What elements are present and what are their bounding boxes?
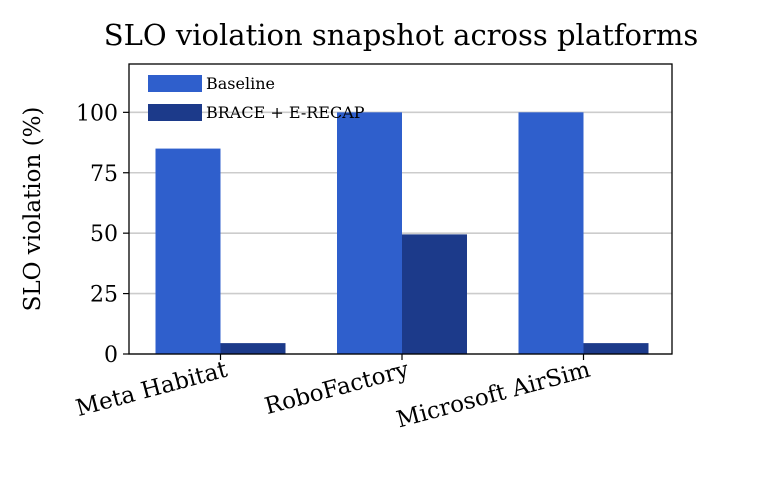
bar (518, 112, 584, 354)
legend-label: Baseline (206, 74, 275, 93)
bar (583, 343, 649, 354)
x-tick-label: RoboFactory (262, 357, 412, 420)
bar (220, 343, 286, 354)
y-tick-label: 0 (104, 343, 118, 368)
y-tick-label: 25 (90, 283, 118, 308)
chart-title: SLO violation snapshot across platforms (104, 18, 698, 52)
y-tick-label: 50 (90, 222, 118, 247)
legend-label: BRACE + E-RECAP (206, 103, 365, 122)
bars (155, 112, 649, 354)
x-tick-label: Microsoft AirSim (394, 357, 593, 434)
legend-swatch (148, 75, 202, 92)
y-tick-label: 75 (90, 162, 118, 187)
legend-swatch (148, 104, 202, 121)
y-ticks: 0 25 50 75 100 (76, 101, 129, 368)
plot-frame (128, 63, 673, 355)
bar (337, 112, 402, 354)
legend: Baseline BRACE + E-RECAP (148, 74, 365, 122)
bar (402, 234, 467, 354)
y-tick-label: 100 (76, 101, 118, 126)
bar (155, 148, 221, 354)
y-axis-label: SLO violation (%) (20, 107, 46, 312)
x-tick-label: Meta Habitat (73, 356, 231, 422)
